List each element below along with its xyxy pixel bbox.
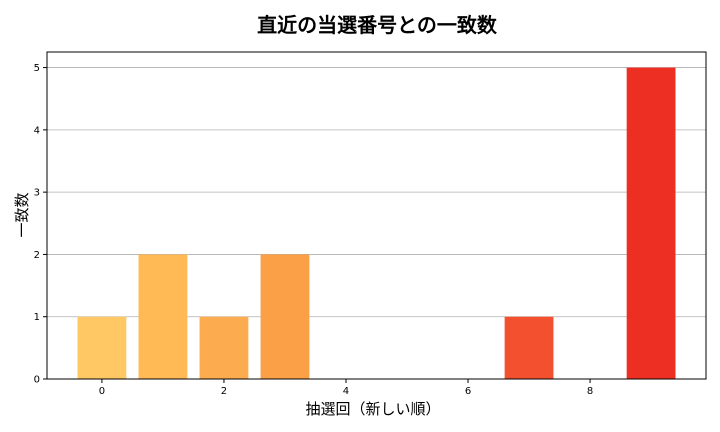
y-axis-label: 一致数	[13, 192, 31, 237]
bar	[199, 316, 249, 379]
y-axis-ticks: 0 1 2 3 4 5	[34, 63, 47, 386]
bar	[504, 316, 554, 379]
bar	[626, 67, 676, 380]
plot-frame	[46, 51, 707, 380]
x-axis-label: 抽選回（新しい順）	[305, 400, 440, 418]
bar	[260, 254, 310, 379]
x-axis-ticks: 0 2 4 6 8	[99, 379, 593, 397]
x-tick-label: 0	[99, 386, 105, 397]
x-tick-label: 4	[343, 386, 349, 397]
y-tick-label: 2	[34, 250, 40, 261]
y-tick-label: 0	[34, 375, 40, 386]
bar	[138, 254, 188, 379]
y-tick-label: 4	[34, 125, 40, 136]
x-tick-label: 2	[221, 386, 227, 397]
y-tick-label: 1	[34, 312, 40, 323]
x-tick-label: 6	[465, 386, 471, 397]
y-tick-label: 3	[34, 188, 40, 199]
y-tick-label: 5	[34, 63, 40, 74]
bar	[77, 316, 127, 379]
chart-title: 直近の当選番号との一致数	[257, 13, 498, 37]
bars	[77, 67, 676, 380]
x-tick-label: 8	[587, 386, 593, 397]
